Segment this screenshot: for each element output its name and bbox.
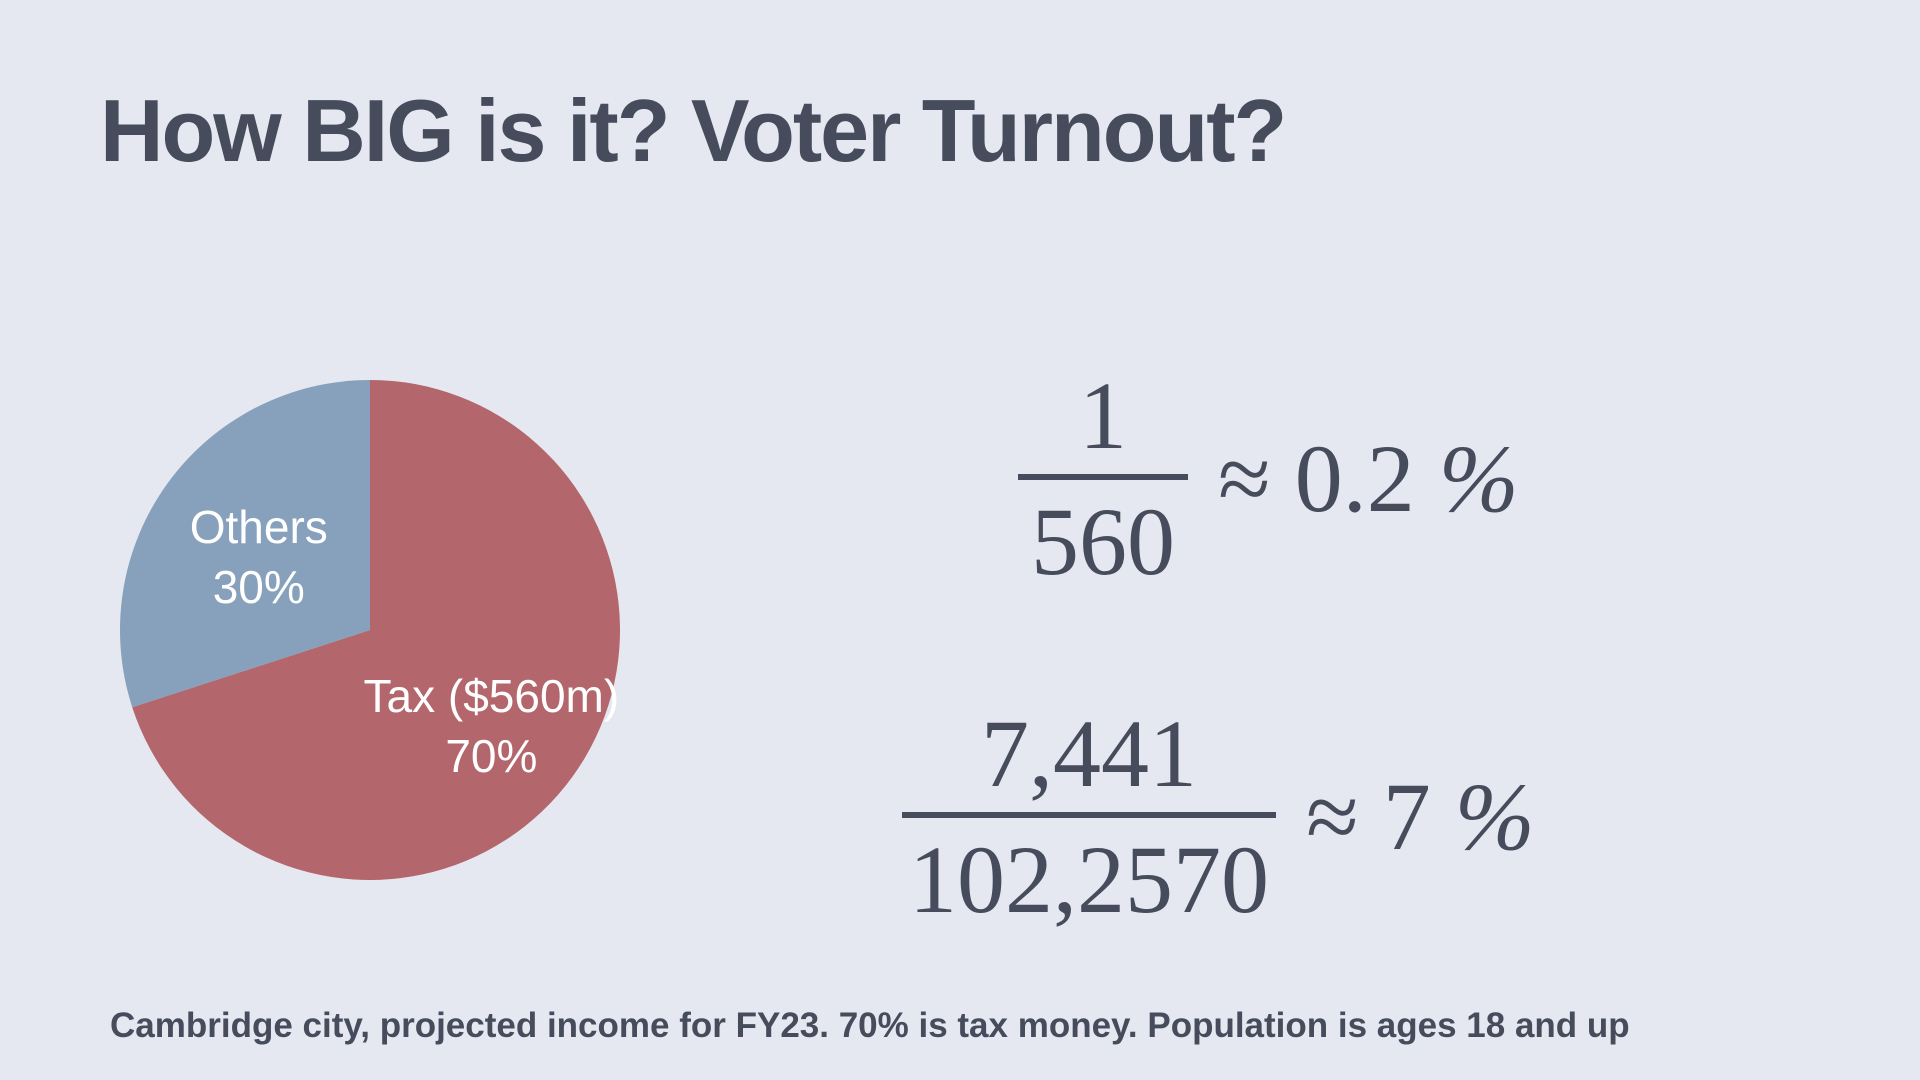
pie-chart: Tax ($560m) 70% Others 30%: [119, 380, 620, 880]
slice-value-label: 30%: [213, 561, 305, 613]
result-value: 0.2: [1294, 425, 1415, 532]
percent-sign: %: [1438, 425, 1519, 532]
pie-slice-tax: [132, 380, 620, 880]
approx-sign: ≈: [1218, 425, 1271, 532]
footnote: Cambridge city, projected income for FY2…: [110, 1006, 1630, 1045]
slice-label: Tax ($560m): [364, 670, 620, 722]
numerator: 7,441: [981, 700, 1197, 807]
numerator: 1: [1079, 362, 1127, 469]
slice-value-label: 70%: [445, 730, 537, 782]
denominator: 102,2570: [909, 826, 1269, 933]
fraction-bar: [902, 812, 1276, 818]
fraction-bar: [1018, 474, 1188, 480]
slide-title: How BIG is it? Voter Turnout?: [100, 81, 1287, 180]
result-value: 7: [1382, 763, 1431, 870]
approximation: ≈ 0.2 %: [1218, 431, 1519, 527]
formula-voter-turnout: 7,441 102,2570 ≈ 7 %: [902, 706, 1535, 928]
fraction: 1 560: [1018, 368, 1188, 590]
percent-sign: %: [1454, 763, 1535, 870]
fraction: 7,441 102,2570: [902, 706, 1276, 928]
slice-label: Others: [190, 501, 328, 553]
denominator: 560: [1031, 488, 1175, 595]
approximation: ≈ 7 %: [1306, 769, 1535, 865]
formula-tax-share: 1 560 ≈ 0.2 %: [1018, 368, 1519, 590]
pie-slice-others: [119, 380, 371, 708]
approx-sign: ≈: [1306, 763, 1359, 870]
